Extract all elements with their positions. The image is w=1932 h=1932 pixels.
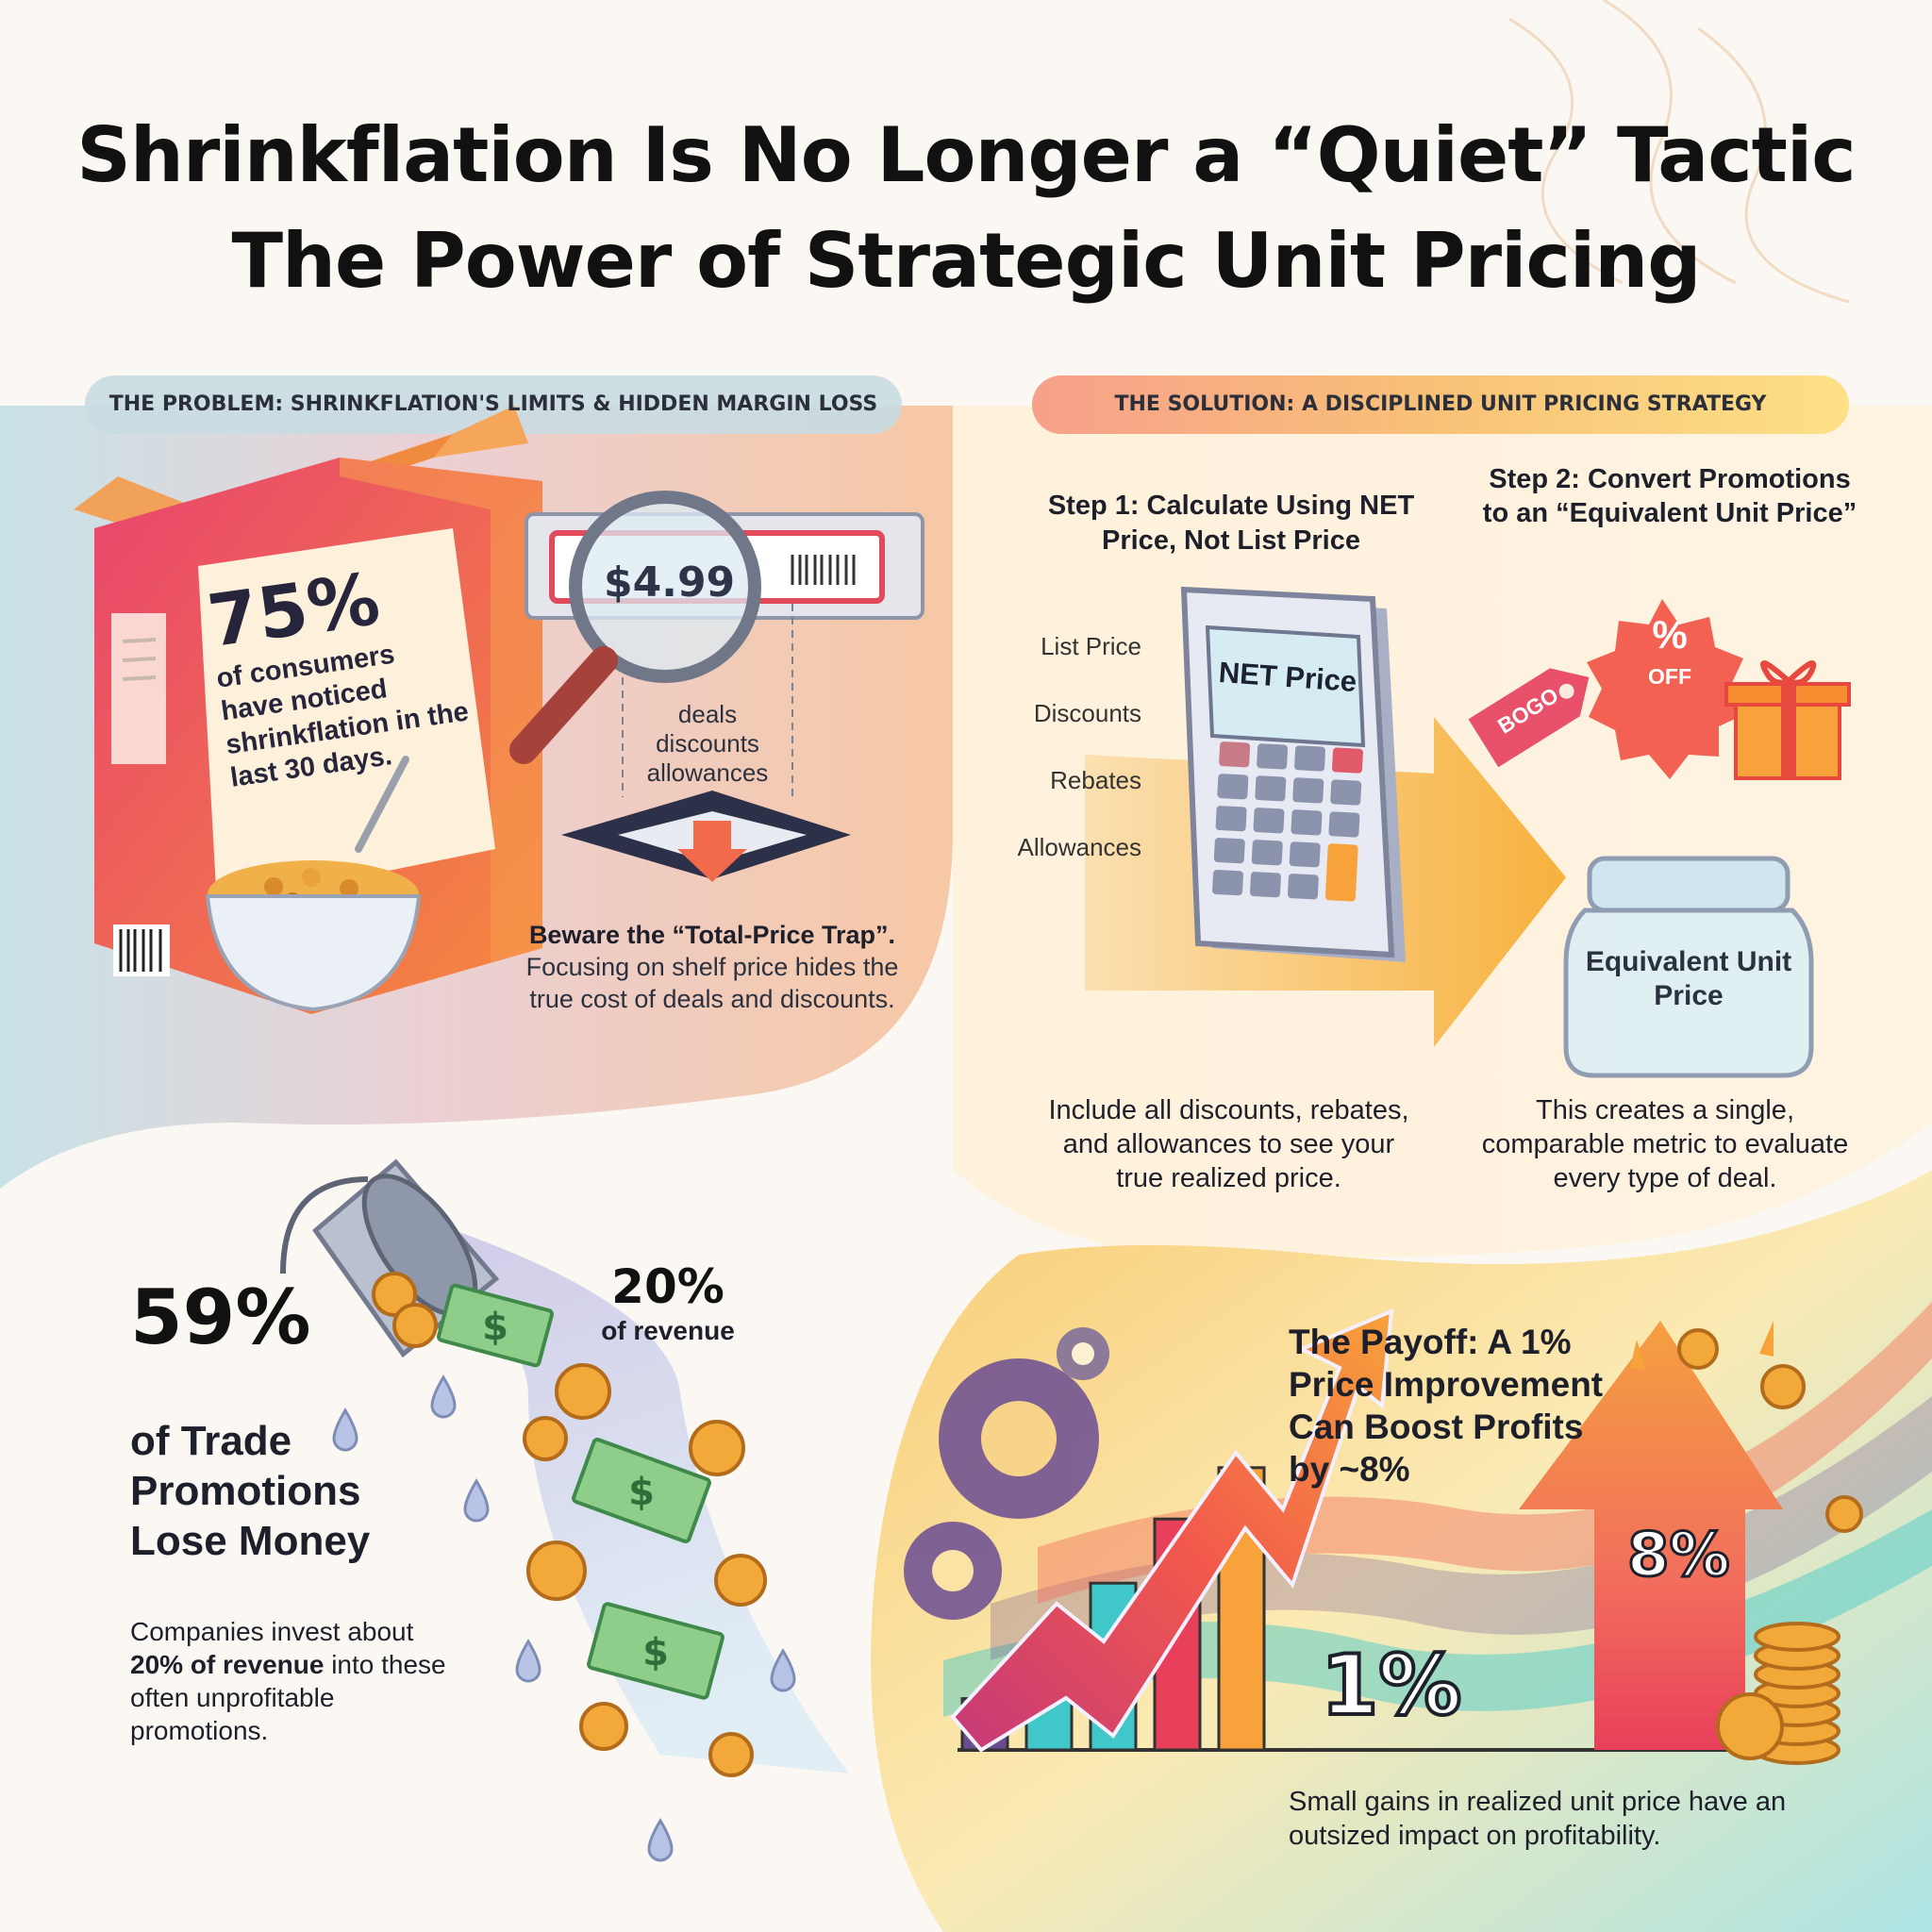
growth-arrow-icon bbox=[950, 1307, 1394, 1753]
step1-text: Include all discounts, rebates, and allo… bbox=[1048, 1095, 1409, 1193]
promotions-note: Companies invest about 20% of revenue in… bbox=[130, 1615, 451, 1747]
gift-icon bbox=[1724, 660, 1851, 780]
input-allowances: Allowances bbox=[1017, 833, 1141, 861]
problem-header: THE PROBLEM: SHRINKFLATION'S LIMITS & HI… bbox=[108, 391, 878, 416]
input-discounts: Discounts bbox=[1033, 699, 1141, 727]
jar-icon bbox=[1563, 856, 1814, 1078]
magnifier-icon bbox=[509, 491, 924, 882]
hidden-cost-discounts: discounts bbox=[656, 729, 759, 758]
payoff-big-value: 8% bbox=[1626, 1520, 1732, 1592]
percent-label: % bbox=[1652, 612, 1688, 657]
hidden-cost-deals: deals bbox=[677, 700, 738, 728]
coin-stack-icon bbox=[1677, 1328, 1863, 1765]
cereal-box-icon bbox=[74, 406, 542, 1014]
trap-title: Beware the “Total-Price Trap”. bbox=[528, 921, 896, 949]
promotions-note-start: Companies invest about bbox=[130, 1617, 414, 1646]
shelf-price: $4.99 bbox=[604, 558, 736, 607]
trap-text: Focusing on shelf price hides the true c… bbox=[525, 952, 899, 1013]
promotions-note-end: into these often unprofitable promotions… bbox=[130, 1650, 446, 1745]
revenue-value: 20% bbox=[611, 1259, 724, 1314]
jar-label: Equivalent Unit Price bbox=[1585, 946, 1792, 1011]
tag-icon bbox=[1468, 668, 1590, 768]
input-rebates: Rebates bbox=[1050, 766, 1141, 794]
promotions-stat-value: 59% bbox=[130, 1274, 311, 1361]
hidden-cost-allowances: allowances bbox=[646, 758, 769, 788]
input-list-price: List Price bbox=[1041, 632, 1141, 660]
total-price-trap: Beware the “Total-Price Trap”. Focusing … bbox=[505, 920, 920, 1015]
step2-title: Step 2: Convert Promotions to an “Equiva… bbox=[1482, 464, 1857, 529]
step2-text: This creates a single, comparable metric… bbox=[1481, 1095, 1849, 1193]
page-title-line-2: The Power of Strategic Unit Pricing bbox=[231, 217, 1701, 305]
svg-text:$: $ bbox=[482, 1306, 508, 1349]
hidden-costs-list: deals discounts allowances bbox=[604, 700, 811, 789]
svg-text:$: $ bbox=[628, 1471, 655, 1514]
svg-text:$: $ bbox=[642, 1631, 669, 1674]
payoff-small-value: 1% bbox=[1319, 1635, 1463, 1736]
solution-header: THE SOLUTION: A DISCIPLINED UNIT PRICING… bbox=[1114, 391, 1767, 416]
calculator-keypad bbox=[1210, 741, 1371, 938]
page-title-line-1: Shrinkflation Is No Longer a “Quiet” Tac… bbox=[76, 111, 1856, 199]
revenue-label: of revenue bbox=[601, 1316, 735, 1345]
promotions-note-bold: 20% of revenue bbox=[130, 1650, 325, 1679]
payoff-title: The Payoff: A 1% Price Improvement Can B… bbox=[1289, 1323, 1604, 1490]
percent-badge-icon bbox=[1587, 599, 1747, 779]
consumer-stat: 75% of consumers have noticed shrinkflat… bbox=[203, 546, 476, 795]
banknote-icon bbox=[437, 1283, 724, 1700]
coin-icon bbox=[372, 1272, 767, 1777]
off-label: OFF bbox=[1648, 664, 1691, 689]
payoff-text: Small gains in realized unit price have … bbox=[1289, 1787, 1787, 1852]
step1-title: Step 1: Calculate Using NET Price, Not L… bbox=[1047, 491, 1415, 557]
promotions-stat-text: of Trade Promotions Lose Money bbox=[130, 1418, 371, 1564]
